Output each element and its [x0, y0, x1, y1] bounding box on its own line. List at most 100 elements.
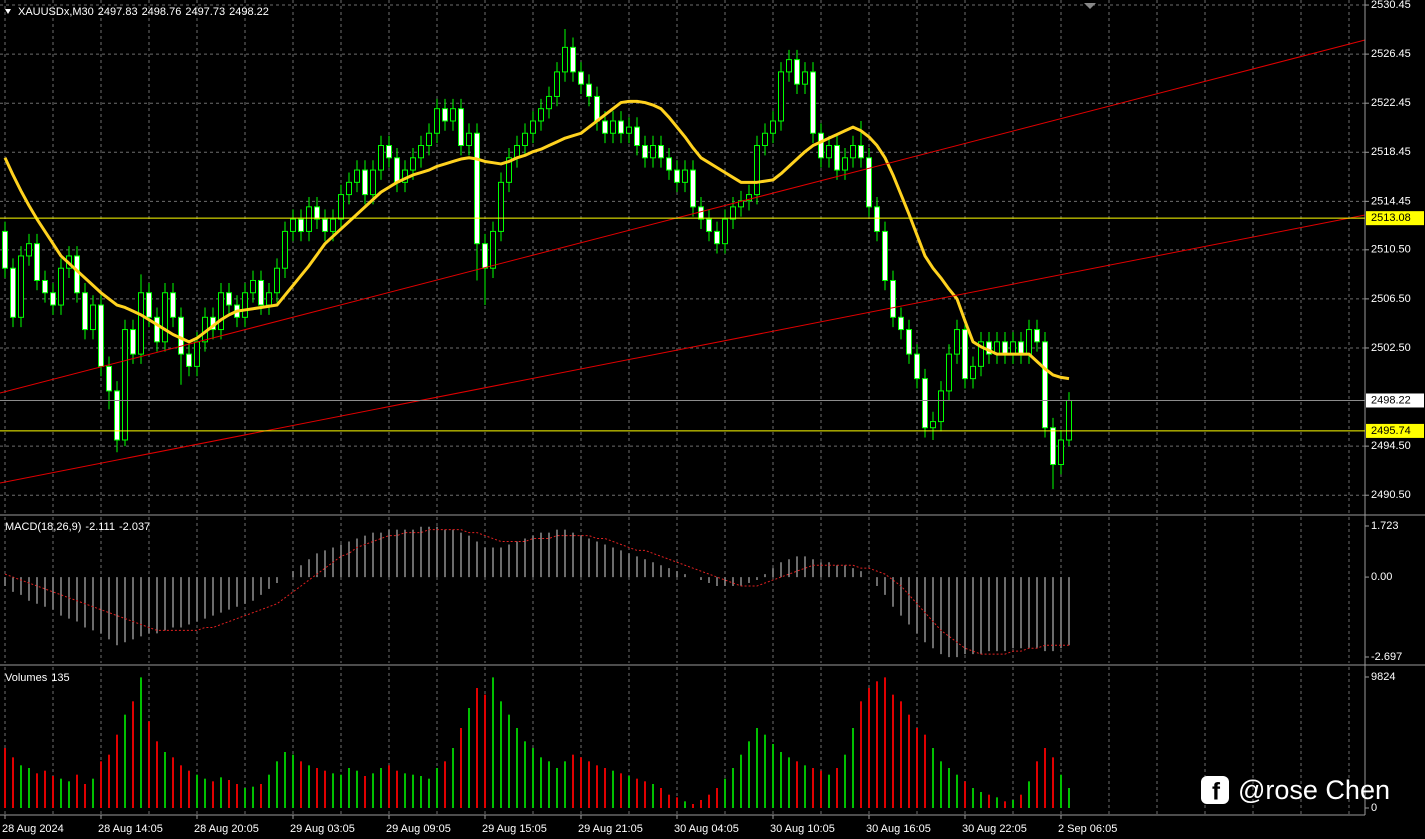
header-value: -2.111: [85, 521, 115, 533]
candle-body: [602, 120, 608, 134]
panel-title: XAUUSDx,M30: [18, 6, 94, 18]
candle-body: [954, 329, 960, 355]
header-value: -2.037: [119, 521, 150, 533]
candle-body: [786, 59, 792, 73]
candle-body: [314, 206, 320, 220]
candle-body: [730, 206, 736, 220]
candle-body: [826, 145, 832, 159]
x-tick-label: 29 Aug 09:05: [386, 823, 451, 835]
candle-body: [530, 120, 536, 134]
header-value: 135: [51, 672, 69, 684]
candle-body: [634, 126, 640, 147]
x-tick-label: 29 Aug 21:05: [578, 823, 643, 835]
level-box: [1366, 423, 1424, 438]
candle-body: [98, 304, 104, 367]
x-tick-label: 28 Aug 20:05: [194, 823, 259, 835]
candle-body: [154, 316, 160, 343]
candle-body: [586, 83, 592, 97]
y-tick-label: -2.697: [1371, 651, 1402, 663]
candle-body: [362, 169, 368, 196]
candle-body: [818, 132, 824, 159]
candle-body: [890, 279, 896, 318]
x-tick-label: 30 Aug 22:05: [962, 823, 1027, 835]
candle-body: [130, 329, 136, 355]
candle-body: [322, 218, 328, 232]
y-tick-label: 9824: [1371, 671, 1395, 683]
candle-body: [506, 157, 512, 183]
candle-body: [1050, 427, 1056, 466]
candle-body: [266, 292, 272, 306]
watermark: f @rose Chen: [1201, 775, 1390, 805]
candle-body: [58, 267, 64, 306]
candle-body: [1058, 439, 1064, 466]
candle-body: [1010, 341, 1016, 355]
candle-body: [842, 157, 848, 171]
candle-body: [866, 157, 872, 208]
candle-body: [794, 59, 800, 85]
candle-body: [18, 255, 24, 318]
candle-body: [346, 181, 352, 196]
candle-body: [442, 108, 448, 122]
candle-body: [106, 365, 112, 392]
x-tick-label: 29 Aug 03:05: [290, 823, 355, 835]
candle-body: [538, 108, 544, 122]
candle-body: [74, 255, 80, 294]
candle-body: [962, 329, 968, 380]
trend-line: [0, 214, 1366, 484]
y-tick-label: 2526.45: [1371, 48, 1411, 60]
level-box: [1366, 211, 1424, 226]
candle-body: [394, 157, 400, 183]
x-tick-label: 2 Sep 06:05: [1058, 823, 1117, 835]
candle-body: [186, 353, 192, 367]
candle-body: [946, 353, 952, 392]
candle-body: [578, 71, 584, 85]
y-tick-label: 2510.50: [1371, 244, 1411, 256]
moving-average: [3, 99, 1070, 381]
candle-body: [10, 267, 16, 318]
candle-body: [162, 292, 168, 343]
candle-body: [690, 169, 696, 208]
candle-body: [722, 218, 728, 245]
candle-body: [754, 145, 760, 196]
header-value: 2498.76: [142, 6, 182, 18]
candle-body: [674, 169, 680, 183]
candle-body: [706, 218, 712, 232]
y-tick-label: 2522.45: [1371, 97, 1411, 109]
candle-body: [290, 218, 296, 232]
x-tick-label: 28 Aug 14:05: [98, 823, 163, 835]
candle-body: [610, 120, 616, 134]
candle-body: [834, 145, 840, 171]
level-label: 2513.08: [1371, 212, 1411, 224]
candle-body: [82, 292, 88, 331]
candle-body: [450, 108, 456, 122]
header-value: 2497.83: [98, 6, 138, 18]
watermark-icon-glyph: f: [1212, 778, 1221, 805]
candle-body: [410, 157, 416, 171]
x-tick-label: 29 Aug 15:05: [482, 823, 547, 835]
candle-body: [906, 329, 912, 355]
candle-body: [34, 243, 40, 281]
candle-body: [970, 365, 976, 380]
panel-title: MACD(18,26,9): [5, 521, 81, 533]
header-value: 2498.22: [229, 6, 269, 18]
menu-arrow: [5, 9, 11, 14]
candle-body: [418, 145, 424, 159]
candle-body: [42, 279, 48, 294]
candle-body: [242, 292, 248, 318]
y-tick-label: 0: [1371, 802, 1377, 814]
panel-title: Volumes: [5, 672, 48, 684]
candle-body: [666, 157, 672, 171]
candle-body: [874, 206, 880, 232]
candle-body: [1018, 341, 1024, 355]
candle-body: [298, 218, 304, 232]
candle-body: [26, 243, 32, 257]
candle-body: [978, 341, 984, 367]
level-label: 2495.74: [1371, 425, 1411, 437]
candle-body: [250, 279, 256, 294]
candle-body: [858, 145, 864, 159]
candle-body: [490, 230, 496, 269]
x-tick-label: 30 Aug 04:05: [674, 823, 739, 835]
candle-body: [274, 267, 280, 294]
grid: [0, 0, 1365, 815]
